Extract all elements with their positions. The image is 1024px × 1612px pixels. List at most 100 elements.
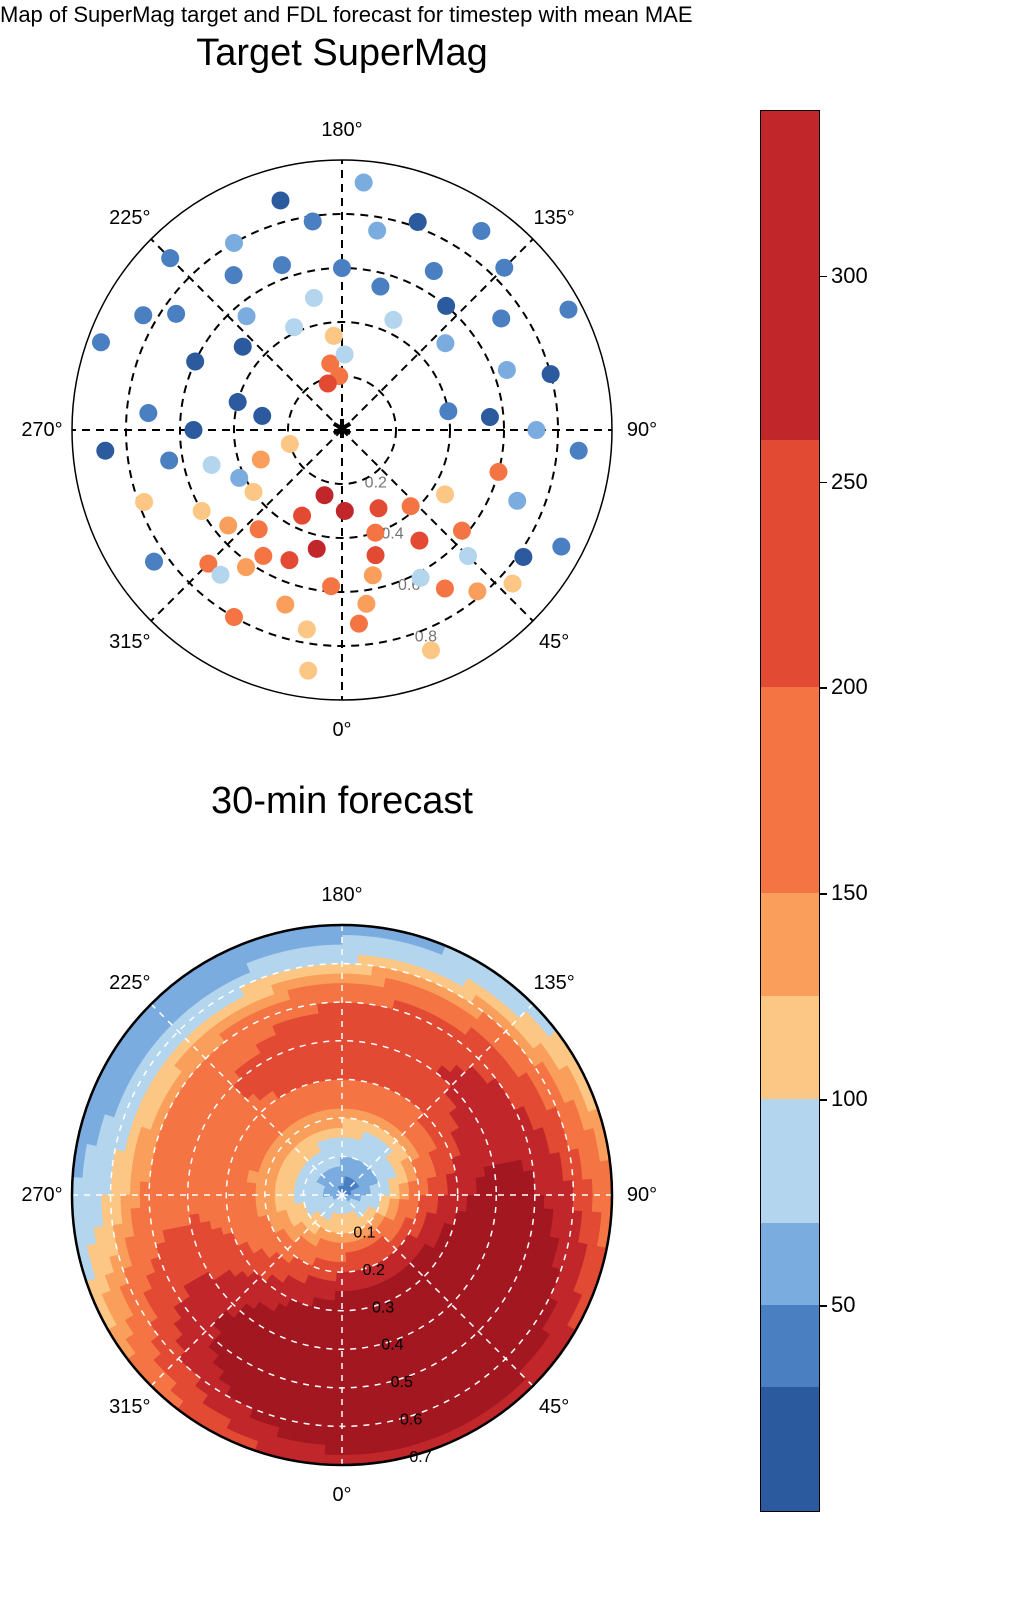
scatter-point [368,222,386,240]
scatter-point [355,174,373,192]
radial-tick-label: 0.2 [365,474,387,491]
scatter-point [185,421,203,439]
colorbar-tick [819,1305,827,1307]
colorbar-segment [761,996,819,1099]
scatter-point [160,451,178,469]
scatter-point [336,502,354,520]
scatter-point [225,266,243,284]
scatter-point [527,421,545,439]
scatter-point [370,499,388,517]
scatter-point [234,338,252,356]
colorbar-tick-label: 300 [831,263,868,289]
scatter-point [254,547,272,565]
colorbar-tick-label: 250 [831,469,868,495]
angle-tick-label: 315° [109,631,150,653]
scatter-point [570,442,588,460]
scatter-point [366,524,384,542]
angle-tick-label: 135° [533,972,574,994]
scatter-point [333,259,351,277]
scatter-point [298,620,316,638]
bottom-polar-plot: 0°45°90°135°180°225°270°315°0.10.20.30.4… [0,830,700,1550]
angle-tick-label: 135° [533,207,574,229]
scatter-point [453,522,471,540]
scatter-point [422,641,440,659]
colorbar: 50100150200250300 [760,110,820,1512]
scatter-point [237,558,255,576]
colorbar-segment [761,1223,819,1305]
colorbar-segment [761,1305,819,1387]
angle-tick-label: 0° [332,719,351,741]
colorbar-segment [761,440,819,687]
top-plot-title: Target SuperMag [42,32,642,75]
scatter-point [409,213,427,231]
scatter-point [492,309,510,327]
scatter-point [281,435,299,453]
angle-tick-label: 180° [321,884,362,906]
colorbar-segment [761,893,819,996]
radial-tick-label: 0.3 [372,1299,394,1316]
scatter-point [495,259,513,277]
angle-tick-label: 90° [627,1184,657,1206]
angle-tick-label: 315° [109,1396,150,1418]
scatter-point [253,407,271,425]
colorbar-segment [761,1387,819,1511]
scatter-point [436,580,454,598]
scatter-point [472,222,490,240]
scatter-point [412,569,430,587]
scatter-point [319,375,337,393]
bottom-plot-title: 30-min forecast [42,780,642,823]
colorbar-tick-label: 150 [831,880,868,906]
scatter-point [285,318,303,336]
scatter-point [357,595,375,613]
scatter-point [193,502,211,520]
scatter-point [459,547,477,565]
angle-tick-label: 270° [21,419,62,441]
scatter-point [305,289,323,307]
figure-supertitle: Map of SuperMag target and FDL forecast … [0,2,693,28]
radial-tick-label: 0.6 [400,1412,422,1429]
scatter-point [134,306,152,324]
colorbar-tick-label: 100 [831,1086,868,1112]
scatter-point [229,393,247,411]
scatter-point [304,212,322,230]
scatter-point [167,305,185,323]
colorbar-tick [819,482,827,484]
scatter-point [514,548,532,566]
scatter-point [96,442,114,460]
scatter-point [219,516,237,534]
radial-tick-label: 0.4 [381,1337,403,1354]
colorbar-tick [819,893,827,895]
angle-tick-label: 270° [21,1184,62,1206]
svg-text:✱: ✱ [331,414,353,444]
scatter-point [384,311,402,329]
figure: Map of SuperMag target and FDL forecast … [0,0,1024,1612]
scatter-point [559,301,577,319]
scatter-point [273,256,291,274]
scatter-point [250,520,268,538]
scatter-point [504,575,522,593]
radial-tick-label: 0.2 [363,1262,385,1279]
scatter-point [425,262,443,280]
scatter-point [293,507,311,525]
angle-tick-label: 225° [109,972,150,994]
colorbar-segment [761,111,819,440]
scatter-point [238,307,256,325]
colorbar-tick [819,687,827,689]
scatter-point [212,566,230,584]
scatter-point [139,404,157,422]
scatter-point [498,361,516,379]
colorbar-tick-label: 50 [831,1292,855,1318]
scatter-point [481,408,499,426]
scatter-point [145,553,163,571]
colorbar-tick-label: 200 [831,674,868,700]
scatter-point [325,327,343,345]
scatter-point [350,615,368,633]
scatter-point [245,483,263,501]
scatter-point [439,402,457,420]
scatter-point [437,297,455,315]
angle-tick-label: 0° [332,1484,351,1506]
scatter-point [552,538,570,556]
scatter-point [276,596,294,614]
scatter-point [508,492,526,510]
scatter-point [489,463,507,481]
